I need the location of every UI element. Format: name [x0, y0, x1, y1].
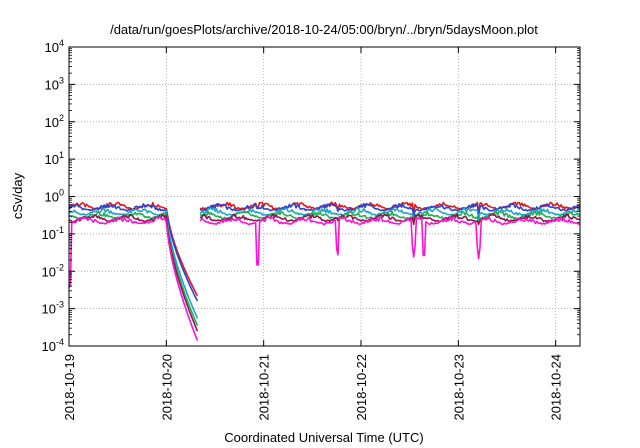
- y-tick-exponent: -1: [56, 225, 64, 235]
- y-tick-exponent: 2: [59, 113, 64, 123]
- series-line-5: [68, 213, 581, 332]
- series-layer: [68, 201, 581, 341]
- y-tick-label: 101: [45, 150, 64, 167]
- x-tick-label: 2018-10-20: [159, 354, 174, 421]
- y-tick-label: 10-4: [42, 337, 64, 354]
- y-tick-label: 102: [45, 113, 64, 130]
- x-tick-label: 2018-10-22: [354, 354, 369, 421]
- x-tick-label: 2018-10-23: [451, 354, 466, 421]
- x-tick-label: 2018-10-24: [549, 354, 564, 421]
- grid: [69, 46, 580, 347]
- y-tick-exponent: -3: [56, 300, 64, 310]
- y-tick-label: 10-3: [42, 300, 64, 317]
- y-tick-label: 103: [45, 75, 64, 92]
- y-tick-exponent: -2: [56, 262, 64, 272]
- series-line-2: [68, 202, 581, 302]
- series-line-3: [68, 207, 581, 319]
- y-tick-label: 100: [45, 188, 64, 205]
- y-tick-exponent: 3: [59, 75, 64, 85]
- y-tick-label: 10-2: [42, 262, 64, 279]
- y-tick-label: 10-1: [42, 225, 64, 242]
- y-tick-exponent: 1: [59, 150, 64, 160]
- y-tick-label: 104: [45, 38, 64, 55]
- y-tick-exponent: -4: [56, 337, 64, 347]
- series-line-6: [68, 216, 581, 341]
- chart-title: /data/run/goesPlots/archive/2018-10-24/0…: [110, 22, 538, 37]
- y-axis-label: cSv/day: [10, 172, 25, 219]
- ticks: 10-410-310-210-11001011021031042018-10-1…: [42, 38, 580, 421]
- y-tick-exponent: 0: [59, 188, 64, 198]
- x-tick-label: 2018-10-21: [257, 354, 272, 421]
- x-axis-label: Coordinated Universal Time (UTC): [224, 430, 423, 445]
- x-tick-label: 2018-10-19: [62, 354, 77, 421]
- y-tick-exponent: 4: [59, 38, 64, 48]
